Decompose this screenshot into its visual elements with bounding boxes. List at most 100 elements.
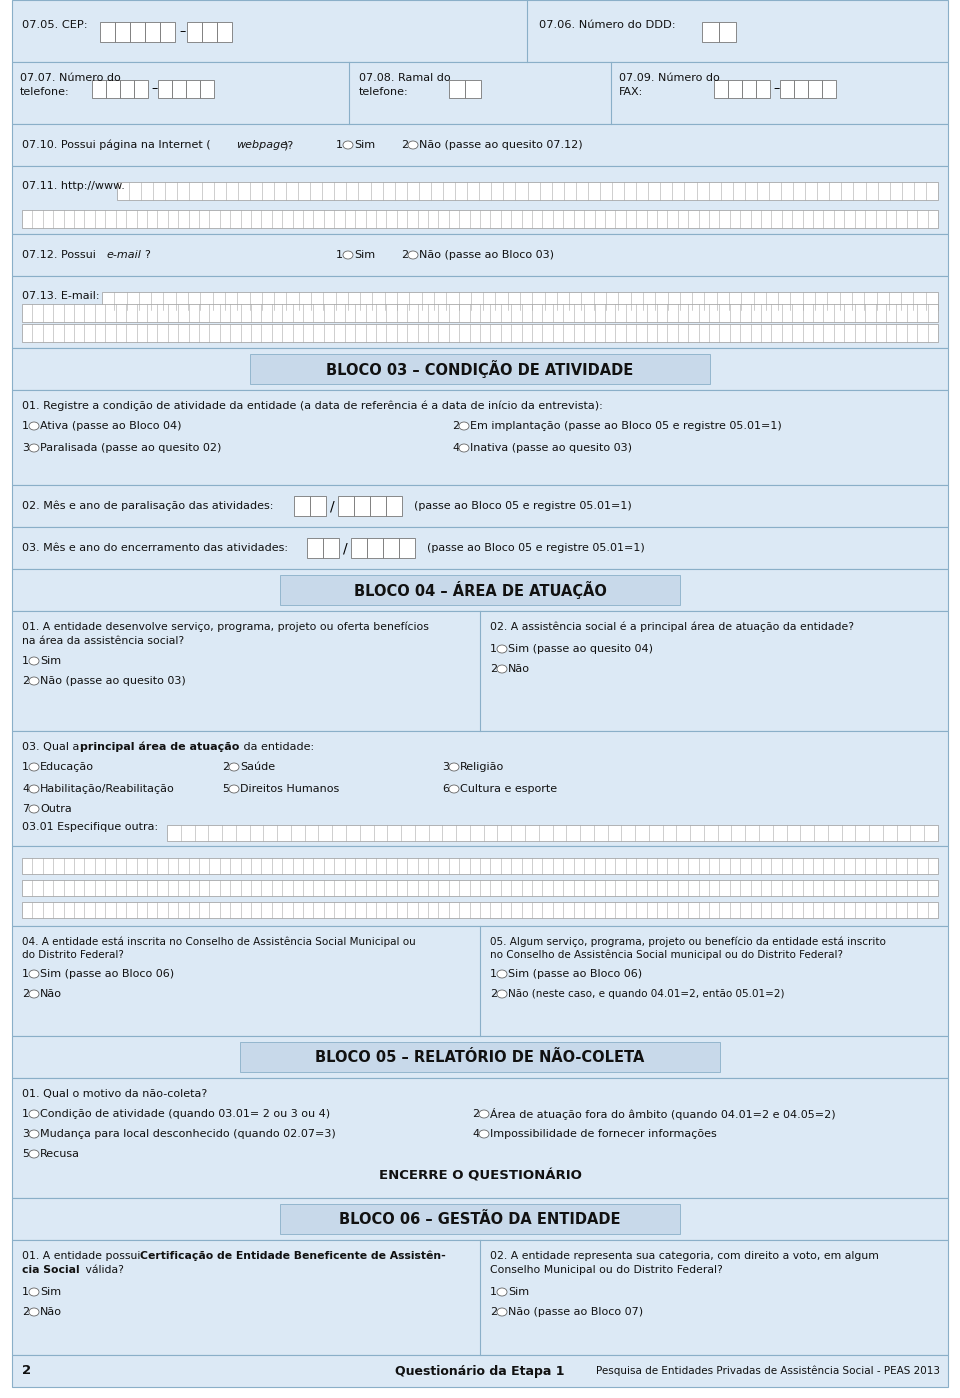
Text: 02. Mês e ano de paralisação das atividades:: 02. Mês e ano de paralisação das ativida…: [22, 500, 274, 512]
Text: webpage: webpage: [236, 140, 287, 150]
Text: 1: 1: [336, 250, 343, 260]
Bar: [449, 80, 465, 98]
Text: Sim: Sim: [40, 1288, 61, 1297]
Bar: [12, 925, 948, 1036]
Text: 2: 2: [490, 664, 497, 674]
Ellipse shape: [459, 422, 469, 431]
Bar: [22, 324, 938, 343]
Text: Paralisada (passe ao quesito 02): Paralisada (passe ao quesito 02): [40, 443, 222, 453]
Ellipse shape: [29, 1288, 39, 1296]
Ellipse shape: [449, 786, 459, 793]
Text: Não (neste caso, e quando 04.01=2, então 05.01=2): Não (neste caso, e quando 04.01=2, então…: [508, 988, 784, 1000]
Bar: [120, 80, 134, 98]
Ellipse shape: [408, 141, 418, 150]
Text: 02. A entidade representa sua categoria, com direito a voto, em algum: 02. A entidade representa sua categoria,…: [490, 1251, 878, 1261]
Bar: [22, 902, 938, 918]
Text: Mudança para local desconhecido (quando 02.07=3): Mudança para local desconhecido (quando …: [40, 1130, 336, 1139]
Text: 2: 2: [22, 1307, 29, 1317]
Text: telefone:: telefone:: [20, 87, 70, 96]
Text: Não: Não: [508, 664, 530, 674]
Text: 2: 2: [222, 762, 229, 772]
Text: )?: )?: [283, 140, 293, 150]
Text: 2: 2: [401, 250, 408, 260]
Bar: [106, 80, 120, 98]
Bar: [22, 210, 938, 228]
Text: –: –: [151, 82, 157, 95]
Ellipse shape: [497, 990, 507, 998]
Bar: [12, 1355, 948, 1387]
Bar: [294, 496, 310, 516]
Text: 04. A entidade está inscrita no Conselho de Assistência Social Municipal ou: 04. A entidade está inscrita no Conselho…: [22, 937, 416, 948]
Text: Educação: Educação: [40, 762, 94, 772]
Bar: [12, 0, 948, 62]
Bar: [186, 80, 200, 98]
Text: /: /: [343, 541, 348, 555]
Text: 3: 3: [22, 1130, 29, 1139]
Ellipse shape: [29, 1130, 39, 1138]
Text: Não: Não: [40, 1307, 62, 1317]
Bar: [280, 575, 680, 605]
Text: 2: 2: [22, 1364, 31, 1377]
Text: Ativa (passe ao Bloco 04): Ativa (passe ao Bloco 04): [40, 421, 181, 431]
Text: BLOCO 05 – RELATÓRIO DE NÃO-COLETA: BLOCO 05 – RELATÓRIO DE NÃO-COLETA: [315, 1050, 645, 1064]
Text: Conselho Municipal ou do Distrito Federal?: Conselho Municipal ou do Distrito Federa…: [490, 1265, 723, 1275]
Ellipse shape: [29, 805, 39, 814]
Bar: [130, 22, 145, 42]
Text: –: –: [773, 82, 780, 95]
Text: Cultura e esporte: Cultura e esporte: [460, 784, 557, 794]
Text: FAX:: FAX:: [619, 87, 643, 96]
Text: 01. Qual o motivo da não-coleta?: 01. Qual o motivo da não-coleta?: [22, 1089, 207, 1099]
Text: Habilitação/Reabilitação: Habilitação/Reabilitação: [40, 784, 175, 794]
Text: Outra: Outra: [40, 804, 72, 814]
Bar: [338, 496, 354, 516]
Bar: [12, 166, 948, 233]
Text: Saúde: Saúde: [240, 762, 276, 772]
Text: na área da assistência social?: na área da assistência social?: [22, 636, 184, 646]
Text: 6: 6: [442, 784, 449, 794]
Text: 2: 2: [22, 677, 29, 686]
Text: 3: 3: [22, 443, 29, 453]
Bar: [92, 80, 106, 98]
Bar: [465, 80, 481, 98]
Bar: [756, 80, 770, 98]
Text: 1: 1: [490, 1288, 497, 1297]
Text: 1: 1: [22, 656, 29, 665]
Ellipse shape: [479, 1110, 489, 1118]
Ellipse shape: [459, 445, 469, 452]
Text: cia Social: cia Social: [22, 1265, 80, 1275]
Bar: [117, 182, 938, 200]
Bar: [12, 846, 948, 925]
Bar: [22, 303, 938, 322]
Bar: [12, 1078, 948, 1198]
Text: Certificação de Entidade Beneficente de Assistên-: Certificação de Entidade Beneficente de …: [140, 1251, 445, 1261]
Bar: [822, 80, 836, 98]
Bar: [12, 485, 948, 527]
Text: BLOCO 04 – ÁREA DE ATUAÇÃO: BLOCO 04 – ÁREA DE ATUAÇÃO: [353, 582, 607, 598]
Bar: [134, 80, 148, 98]
Bar: [12, 1198, 948, 1240]
Ellipse shape: [497, 665, 507, 672]
Text: ?: ?: [144, 250, 150, 260]
Bar: [22, 879, 938, 896]
Text: 2: 2: [490, 988, 497, 1000]
Bar: [187, 22, 202, 42]
Bar: [172, 80, 186, 98]
Text: 07.06. Número do DDD:: 07.06. Número do DDD:: [539, 20, 676, 29]
Text: 07.13. E-mail:: 07.13. E-mail:: [22, 291, 100, 301]
Bar: [12, 348, 948, 390]
Text: 07.09. Número do: 07.09. Número do: [619, 73, 720, 82]
Bar: [367, 538, 383, 558]
Bar: [12, 527, 948, 569]
Text: Sim (passe ao quesito 04): Sim (passe ao quesito 04): [508, 644, 653, 654]
Bar: [714, 80, 728, 98]
Ellipse shape: [29, 422, 39, 431]
Text: Não: Não: [40, 988, 62, 1000]
Text: (passe ao Bloco 05 e registre 05.01=1): (passe ao Bloco 05 e registre 05.01=1): [414, 500, 632, 512]
Text: 07.11. http://www.: 07.11. http://www.: [22, 180, 125, 192]
Text: 5: 5: [222, 784, 229, 794]
Bar: [160, 22, 175, 42]
Bar: [12, 275, 948, 348]
Bar: [12, 1240, 948, 1355]
Text: Impossibilidade de fornecer informações: Impossibilidade de fornecer informações: [490, 1130, 717, 1139]
Bar: [12, 124, 948, 166]
